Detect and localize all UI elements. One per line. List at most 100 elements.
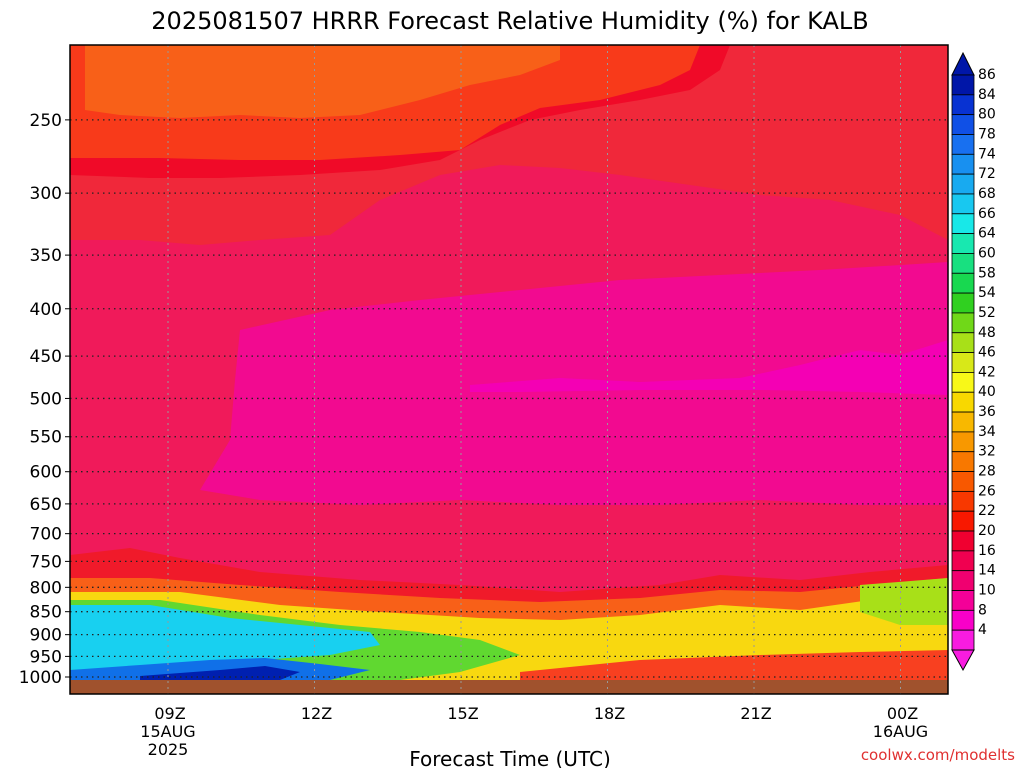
upper-band-lightorange (85, 45, 560, 118)
x-tick-sublabel: 15AUG (140, 722, 195, 741)
y-tick-label: 900 (30, 626, 62, 646)
colorbar-swatch (951, 391, 975, 413)
colorbar-swatch (951, 74, 975, 96)
y-tick-label: 700 (30, 525, 62, 545)
colorbar-label: 64 (978, 226, 996, 242)
colorbar-swatch (951, 134, 975, 155)
colorbar-swatch (951, 570, 975, 591)
colorbar-swatch (951, 451, 975, 472)
y-tick-label: 800 (30, 578, 62, 598)
colorbar-swatch (951, 94, 975, 116)
x-axis-label: Forecast Time (UTC) (409, 747, 611, 768)
colorbar-swatch (951, 253, 975, 274)
colorbar-label: 4 (978, 622, 987, 638)
colorbar-swatch (951, 292, 975, 314)
x-tick-sublabel: 2025 (148, 740, 189, 759)
humidity-field (70, 45, 948, 694)
colorbar-swatch (951, 272, 975, 294)
colorbar-swatch (951, 530, 975, 552)
colorbar-label: 16 (978, 543, 996, 559)
colorbar-label: 20 (978, 523, 996, 539)
colorbar-label: 74 (978, 146, 996, 162)
y-tick-label: 650 (30, 495, 62, 515)
colorbar-swatch (951, 193, 975, 215)
colorbar-swatch (951, 352, 975, 373)
colorbar-label: 14 (978, 563, 996, 579)
y-tick-label: 450 (30, 347, 62, 367)
right-yellow-patch (860, 578, 948, 625)
colorbar-swatch (951, 629, 975, 651)
colorbar-swatch (951, 590, 975, 611)
plot-frame (69, 44, 949, 695)
colorbar-swatch (951, 490, 975, 512)
credit-text: coolwx.com/modelts (861, 746, 1015, 764)
colorbar-label: 26 (978, 483, 996, 499)
colorbar-label: 54 (978, 285, 996, 301)
colorbar-label: 66 (978, 206, 996, 222)
chart-title: 2025081507 HRRR Forecast Relative Humidi… (151, 7, 868, 35)
colorbar: 8684807874726866646058545248464240363432… (951, 51, 996, 672)
colorbar-swatch (951, 233, 975, 254)
y-tick-label: 600 (30, 463, 62, 483)
colorbar-swatch (951, 609, 975, 631)
colorbar-label: 36 (978, 404, 996, 420)
colorbar-swatch (951, 153, 975, 175)
colorbar-label: 52 (978, 305, 996, 321)
colorbar-label: 58 (978, 265, 996, 281)
x-tick-sublabel: 16AUG (873, 722, 928, 741)
y-tick-label: 500 (30, 389, 62, 409)
y-tick-label: 300 (30, 184, 62, 204)
y-axis: 250 300 350 400 450 500 550 600 650 700 750 800 850 9… (19, 111, 70, 688)
colorbar-min-arrow (951, 649, 975, 672)
colorbar-swatch (951, 372, 975, 393)
grid (70, 45, 948, 694)
colorbar-swatch (951, 510, 975, 532)
low-band-darkblue (140, 666, 300, 682)
y-tick-label: 400 (30, 300, 62, 320)
colorbar-label: 46 (978, 345, 996, 361)
colorbar-label: 48 (978, 325, 996, 341)
colorbar-label: 8 (978, 602, 987, 618)
colorbar-swatch (951, 332, 975, 353)
colorbar-swatch (951, 173, 975, 195)
y-tick-label: 350 (30, 246, 62, 266)
colorbar-label: 22 (978, 503, 996, 519)
colorbar-label: 86 (978, 67, 996, 83)
colorbar-label: 78 (978, 126, 996, 142)
x-tick-label: 12Z (301, 704, 332, 723)
x-tick-label: 00Z (887, 704, 918, 723)
colorbar-swatch (951, 312, 975, 334)
colorbar-max-arrow (951, 51, 975, 76)
colorbar-swatch (951, 411, 975, 433)
x-tick-label: 21Z (740, 704, 771, 723)
colorbar-label: 80 (978, 107, 996, 123)
colorbar-label: 60 (978, 245, 996, 261)
colorbar-label: 68 (978, 186, 996, 202)
colorbar-label: 84 (978, 87, 996, 103)
colorbar-label: 28 (978, 464, 996, 480)
colorbar-swatch (951, 550, 975, 572)
y-tick-label: 950 (30, 647, 62, 667)
y-tick-label: 1000 (19, 668, 62, 688)
colorbar-label: 42 (978, 364, 996, 380)
colorbar-label: 32 (978, 444, 996, 460)
ground-strip (70, 680, 948, 694)
surface-warm-band (520, 650, 948, 682)
colorbar-swatch (951, 114, 975, 135)
x-tick-label: 15Z (447, 704, 478, 723)
y-tick-label: 850 (30, 603, 62, 623)
colorbar-label: 10 (978, 583, 996, 599)
low-band-cyan (70, 605, 380, 670)
mid-magenta-core (470, 340, 948, 395)
colorbar-swatch (951, 431, 975, 453)
colorbar-label: 34 (978, 424, 996, 440)
y-tick-label: 750 (30, 552, 62, 572)
colorbar-swatch (951, 213, 975, 235)
colorbar-swatch (951, 471, 975, 492)
x-tick-label: 09Z (154, 704, 185, 723)
y-tick-label: 250 (30, 111, 62, 131)
colorbar-label: 72 (978, 166, 996, 182)
y-tick-label: 550 (30, 428, 62, 448)
